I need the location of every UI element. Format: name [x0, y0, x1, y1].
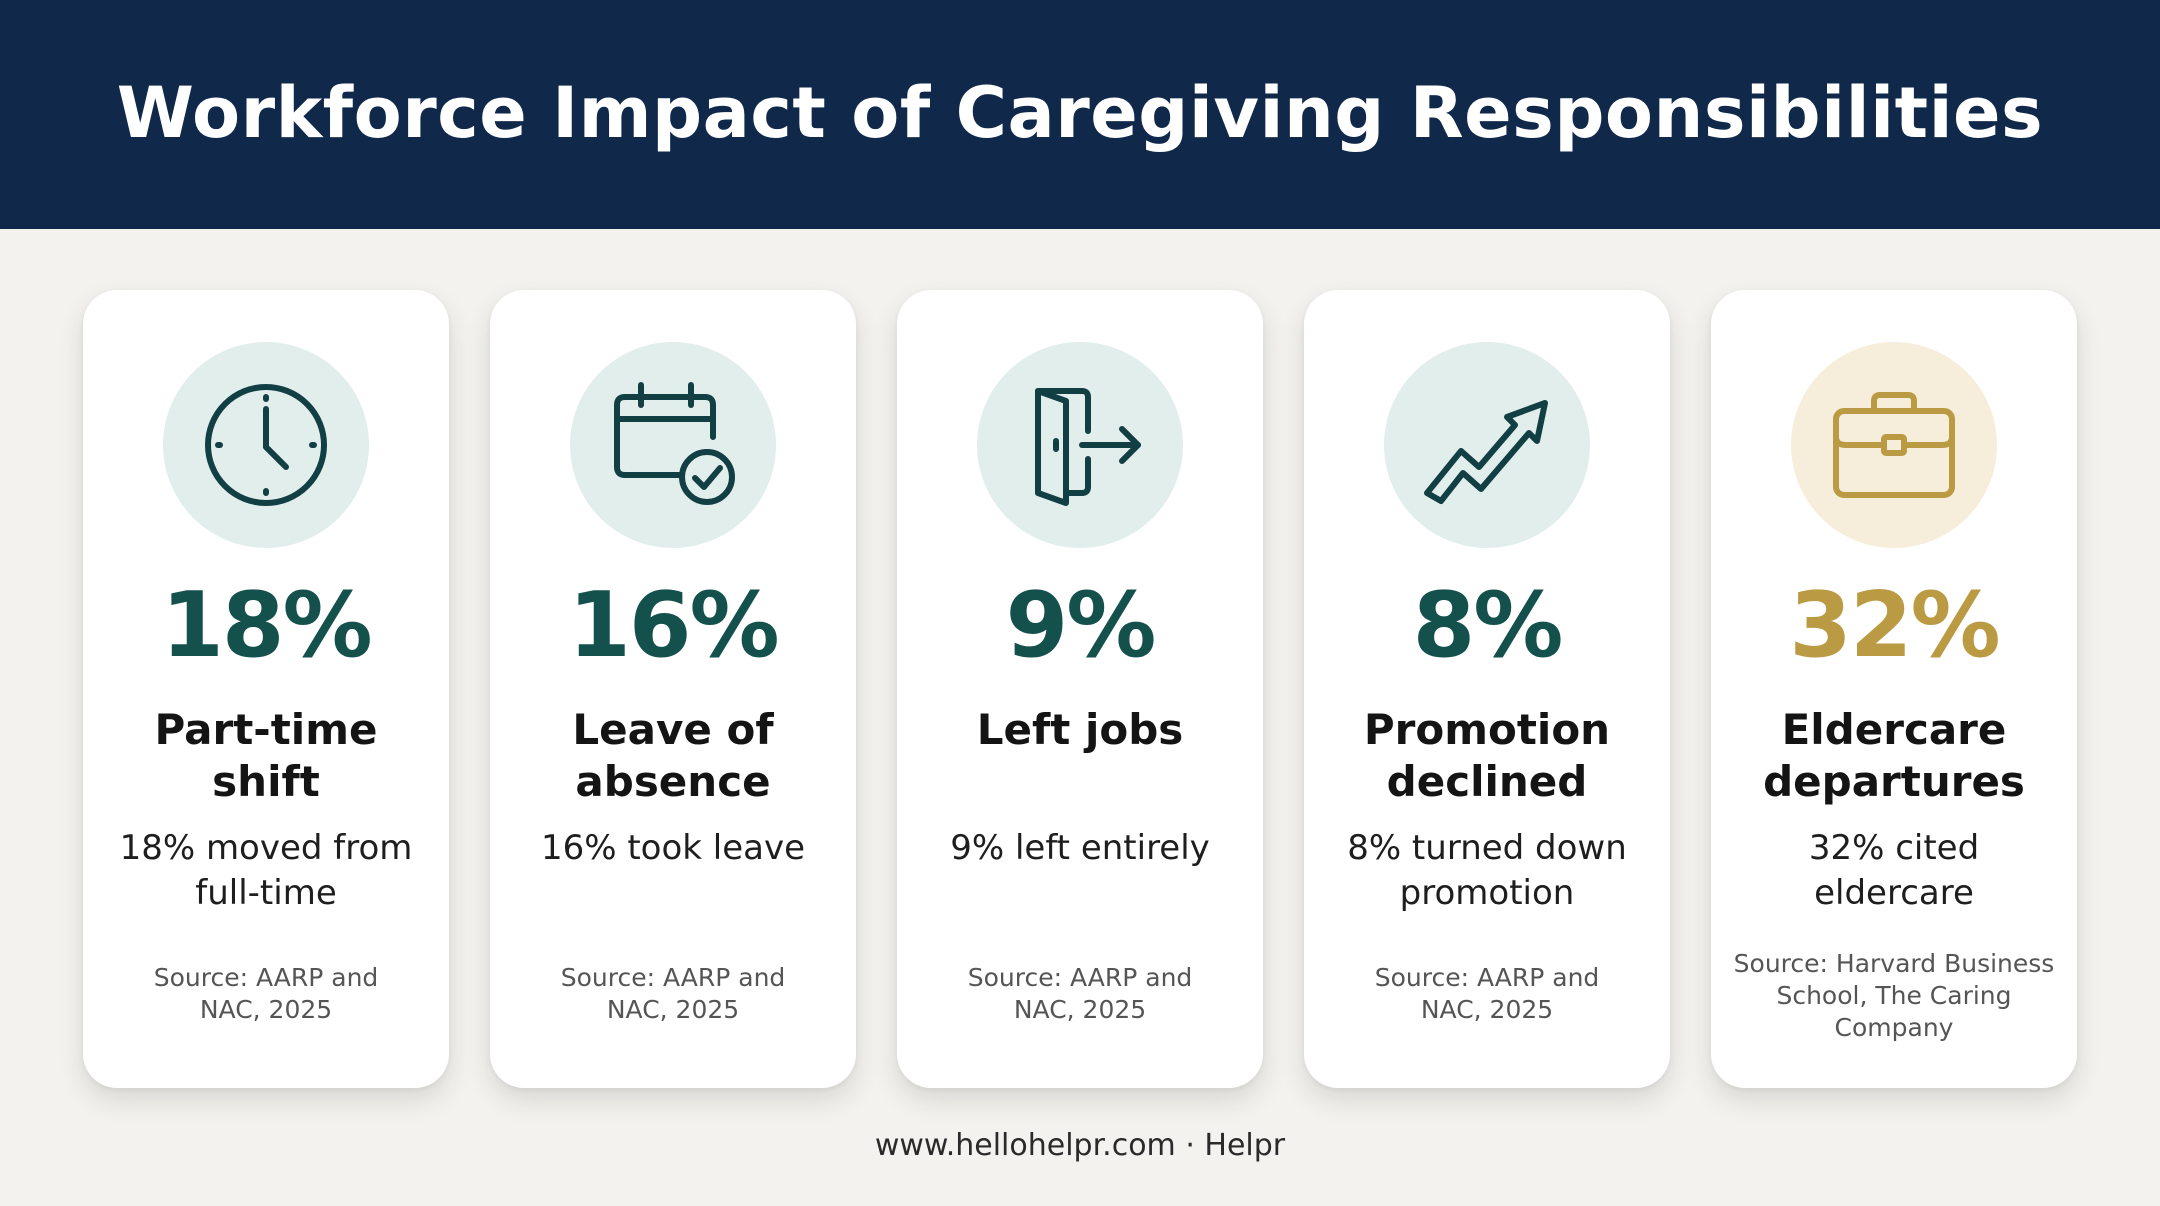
stat-label: Left jobs: [976, 705, 1184, 754]
stat-description: 18% moved from full-time: [119, 828, 413, 913]
trend-arrow-icon: [1424, 400, 1548, 504]
stat-source: Source: AARP and NAC, 2025: [153, 963, 379, 1024]
stat-source: Source: AARP and NAC, 2025: [560, 963, 786, 1024]
calendar-check-icon: [614, 382, 735, 505]
stat-description: 16% took leave: [540, 828, 806, 868]
stat-value: 8%: [1412, 573, 1564, 678]
header-banner: Workforce Impact of Caregiving Responsib…: [0, 0, 2160, 229]
icon-badge: [1791, 342, 1997, 548]
stat-value: 16%: [568, 573, 779, 678]
stat-value: 32%: [1789, 573, 2000, 678]
stat-description: 8% turned down promotion: [1347, 828, 1627, 913]
stat-source: Source: Harvard Business School, The Car…: [1733, 949, 2055, 1042]
stat-label: Promotion declined: [1363, 705, 1611, 806]
briefcase-icon: [1833, 392, 1955, 498]
stat-label: Eldercare departures: [1763, 705, 2025, 806]
clock-icon: [205, 384, 327, 506]
stat-label: Part-time shift: [154, 705, 378, 806]
stat-card-part-time: 18% Part-time shift 18% moved from full-…: [83, 290, 449, 1088]
stat-label: Leave of absence: [572, 705, 774, 806]
icon-badge: [163, 342, 369, 548]
stat-card-leave: 16% Leave of absence 16% took leave Sour…: [490, 290, 856, 1088]
stat-card-promotion: 8% Promotion declined 8% turned down pro…: [1304, 290, 1670, 1088]
icon-badge: [570, 342, 776, 548]
door-exit-icon: [1035, 388, 1141, 506]
stat-card-eldercare: 32% Eldercare departures 32% cited elder…: [1711, 290, 2077, 1088]
stat-value: 9%: [1005, 573, 1157, 678]
stat-value: 18%: [161, 573, 372, 678]
icon-badge: [977, 342, 1183, 548]
footer-credit: www.hellohelpr.com · Helpr: [874, 1128, 1286, 1163]
stat-description: 9% left entirely: [950, 828, 1210, 868]
stat-description: 32% cited eldercare: [1808, 828, 1980, 913]
stat-card-left-jobs: 9% Left jobs 9% left entirely Source: AA…: [897, 290, 1263, 1088]
icon-badge: [1384, 342, 1590, 548]
stat-source: Source: AARP and NAC, 2025: [1374, 963, 1600, 1024]
stat-source: Source: AARP and NAC, 2025: [967, 963, 1193, 1024]
page-title: Workforce Impact of Caregiving Responsib…: [116, 71, 2044, 154]
